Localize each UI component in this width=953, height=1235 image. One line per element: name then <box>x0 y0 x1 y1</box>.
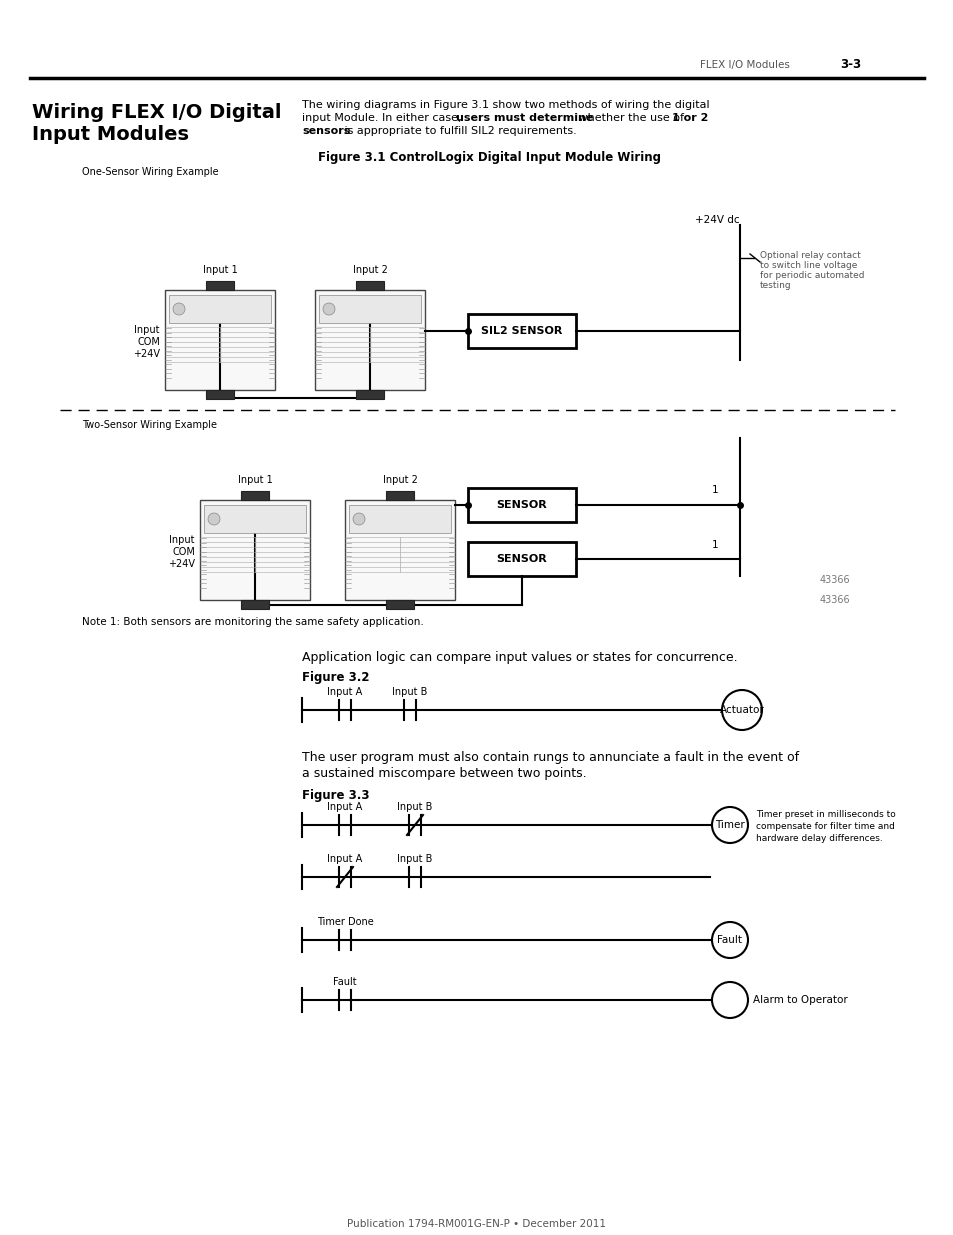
Bar <box>349 505 451 534</box>
Text: Input 2: Input 2 <box>353 266 387 275</box>
Bar <box>169 295 271 324</box>
Text: Timer preset in milliseconds to: Timer preset in milliseconds to <box>755 810 895 819</box>
Text: +24V dc: +24V dc <box>695 215 739 225</box>
Text: COM: COM <box>137 337 160 347</box>
Text: FLEX I/O Modules: FLEX I/O Modules <box>700 61 789 70</box>
Circle shape <box>353 513 365 525</box>
Text: 3-3: 3-3 <box>840 58 861 72</box>
Text: Alarm to Operator: Alarm to Operator <box>752 995 847 1005</box>
Text: Timer: Timer <box>715 820 744 830</box>
Bar <box>204 505 306 534</box>
Text: The user program must also contain rungs to annunciate a fault in the event of: The user program must also contain rungs… <box>302 752 799 764</box>
Bar <box>468 314 576 348</box>
Text: 1: 1 <box>711 540 718 550</box>
Text: Input: Input <box>170 535 194 545</box>
Bar <box>206 282 233 290</box>
Bar <box>318 295 420 324</box>
Text: Figure 3.2: Figure 3.2 <box>302 672 369 684</box>
Text: Note 1: Both sensors are monitoring the same safety application.: Note 1: Both sensors are monitoring the … <box>82 618 423 627</box>
Bar <box>165 290 274 390</box>
Text: COM: COM <box>172 547 194 557</box>
Text: Optional relay contact: Optional relay contact <box>760 251 860 259</box>
Text: sensors: sensors <box>302 126 350 136</box>
Text: Input B: Input B <box>396 802 433 811</box>
Text: SIL2 SENSOR: SIL2 SENSOR <box>481 326 562 336</box>
Bar <box>468 542 576 576</box>
Text: The wiring diagrams in Figure 3.1 show two methods of wiring the digital: The wiring diagrams in Figure 3.1 show t… <box>302 100 709 110</box>
Bar <box>355 390 384 399</box>
Text: Input 2: Input 2 <box>382 475 417 485</box>
Text: input Module. In either case,: input Module. In either case, <box>302 112 464 124</box>
Bar <box>468 488 576 522</box>
Bar <box>200 500 310 600</box>
Text: +24V: +24V <box>132 350 160 359</box>
Circle shape <box>323 303 335 315</box>
Text: Input A: Input A <box>327 687 362 697</box>
Bar <box>241 492 269 500</box>
Text: users must determine: users must determine <box>456 112 593 124</box>
Text: Actuator: Actuator <box>719 705 763 715</box>
Text: is appropriate to fulfill SIL2 requirements.: is appropriate to fulfill SIL2 requireme… <box>340 126 577 136</box>
Bar <box>386 600 414 609</box>
Text: Timer Done: Timer Done <box>316 918 373 927</box>
Circle shape <box>172 303 185 315</box>
Text: 1: 1 <box>711 485 718 495</box>
Text: Input B: Input B <box>396 853 433 864</box>
Text: 43366: 43366 <box>820 595 850 605</box>
Circle shape <box>208 513 220 525</box>
Text: testing: testing <box>760 280 791 289</box>
Text: Publication 1794-RM001G-EN-P • December 2011: Publication 1794-RM001G-EN-P • December … <box>347 1219 606 1229</box>
Bar <box>355 282 384 290</box>
Bar <box>241 600 269 609</box>
Text: SENSOR: SENSOR <box>497 500 547 510</box>
Bar <box>386 492 414 500</box>
Text: Input A: Input A <box>327 802 362 811</box>
Bar <box>345 500 455 600</box>
Text: 1 or 2: 1 or 2 <box>671 112 708 124</box>
Text: Fault: Fault <box>333 977 356 987</box>
Text: Figure 3.1 ControlLogix Digital Input Module Wiring: Figure 3.1 ControlLogix Digital Input Mo… <box>318 151 660 163</box>
Text: Input 1: Input 1 <box>202 266 237 275</box>
Text: hardware delay differences.: hardware delay differences. <box>755 834 882 844</box>
Bar <box>206 390 233 399</box>
Text: Fault: Fault <box>717 935 741 945</box>
Text: Wiring FLEX I/O Digital: Wiring FLEX I/O Digital <box>32 103 281 121</box>
Text: Application logic can compare input values or states for concurrence.: Application logic can compare input valu… <box>302 652 737 664</box>
Text: Input 1: Input 1 <box>237 475 273 485</box>
Text: SENSOR: SENSOR <box>497 555 547 564</box>
Text: to switch line voltage: to switch line voltage <box>760 261 857 269</box>
Text: One-Sensor Wiring Example: One-Sensor Wiring Example <box>82 167 218 177</box>
Text: whether the use of: whether the use of <box>575 112 687 124</box>
Text: a sustained miscompare between two points.: a sustained miscompare between two point… <box>302 767 586 779</box>
Text: Input Modules: Input Modules <box>32 126 189 144</box>
Text: Two-Sensor Wiring Example: Two-Sensor Wiring Example <box>82 420 216 430</box>
Text: Input B: Input B <box>392 687 427 697</box>
Text: Input: Input <box>134 325 160 335</box>
Text: Figure 3.3: Figure 3.3 <box>302 789 369 803</box>
Bar <box>314 290 424 390</box>
Text: 43366: 43366 <box>820 576 850 585</box>
Text: for periodic automated: for periodic automated <box>760 270 863 279</box>
Text: Input A: Input A <box>327 853 362 864</box>
Text: compensate for filter time and: compensate for filter time and <box>755 823 894 831</box>
Text: +24V: +24V <box>168 559 194 569</box>
